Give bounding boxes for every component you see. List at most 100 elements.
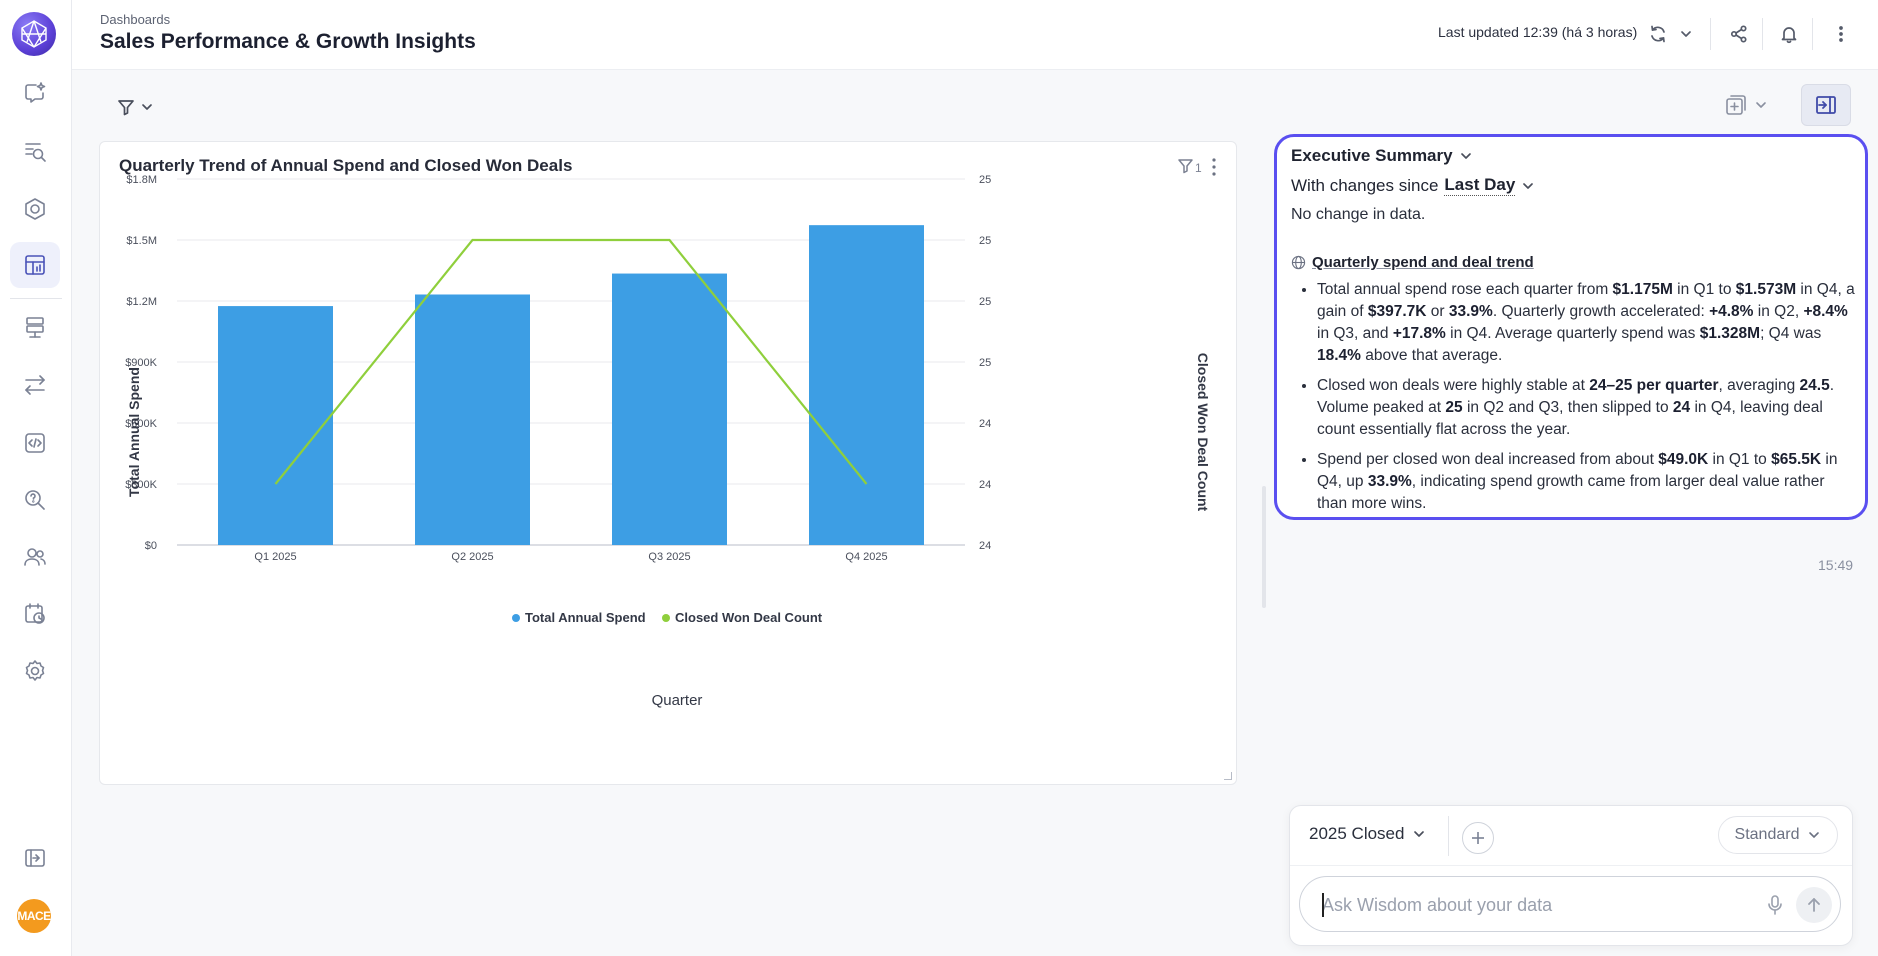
microphone-button[interactable] xyxy=(1763,891,1787,919)
ask-separator xyxy=(1290,865,1852,866)
summary-text: in Q4, leaving deal count essentially fl… xyxy=(1317,399,1823,438)
mode-dropdown[interactable]: Standard xyxy=(1718,816,1838,854)
summary-section-title[interactable]: Quarterly spend and deal trend xyxy=(1291,254,1534,271)
ask-input[interactable] xyxy=(1322,891,1742,919)
ask-input-container xyxy=(1299,876,1841,932)
send-button[interactable] xyxy=(1796,887,1832,923)
scope-dropdown[interactable]: 2025 Closed xyxy=(1309,824,1426,844)
code-icon xyxy=(25,433,45,453)
y-tick-label: $1.5M xyxy=(126,235,157,247)
chart-card: Quarterly Trend of Annual Spend and Clos… xyxy=(99,141,1237,785)
chart-resize-handle[interactable] xyxy=(1224,772,1232,780)
chevron-down-icon xyxy=(1756,102,1766,108)
sidebar-item-settings[interactable] xyxy=(10,648,60,694)
sidebar-item-data[interactable] xyxy=(10,305,60,351)
globe-icon xyxy=(1291,255,1306,270)
users-icon xyxy=(24,548,46,566)
summary-text: Closed won deals were highly stable at xyxy=(1317,377,1590,394)
y-axis-left-label: Total Annual Spend xyxy=(126,367,142,497)
summary-highlight: 24.5 xyxy=(1799,377,1830,394)
summary-text: in Q1 to xyxy=(1708,451,1772,468)
bar-q1-2025 xyxy=(218,306,333,545)
chart-filter-button[interactable]: 1 xyxy=(1177,157,1202,175)
sidebar-collapse-button[interactable] xyxy=(10,835,60,881)
add-context-button[interactable] xyxy=(1462,822,1494,854)
y-right-tick-label: 25 xyxy=(979,357,991,369)
ask-panel: 2025 Closed Standard xyxy=(1289,805,1853,946)
legend-marker xyxy=(512,614,520,622)
summary-highlight: +8.4% xyxy=(1803,303,1848,320)
search-help-icon xyxy=(25,490,45,510)
y-right-tick-label: 25 xyxy=(979,235,991,247)
more-options-button[interactable] xyxy=(1828,21,1854,47)
more-vertical-icon xyxy=(1839,26,1843,42)
logo-icon xyxy=(21,20,47,48)
chart-menu-icon[interactable] xyxy=(1208,156,1220,178)
scroll-handle[interactable] xyxy=(1262,486,1266,608)
summary-panel-toggle[interactable] xyxy=(1801,84,1851,126)
sidebar-item-models[interactable] xyxy=(10,186,60,232)
app-logo[interactable] xyxy=(12,12,56,56)
chevron-down-icon xyxy=(142,104,152,110)
hexagon-icon xyxy=(25,198,45,220)
chart-title: Quarterly Trend of Annual Spend and Clos… xyxy=(119,156,573,175)
summary-text: in Q2 and Q3, then slipped to xyxy=(1462,399,1673,416)
sidebar-item-dashboards[interactable] xyxy=(10,242,60,288)
dashboard-icon xyxy=(25,255,45,275)
y-right-tick-label: 25 xyxy=(979,296,991,308)
dashboard-filter-button[interactable] xyxy=(116,94,160,120)
y-right-tick-label: 25 xyxy=(979,174,991,186)
refresh-button[interactable] xyxy=(1645,21,1671,47)
summary-heading-dropdown[interactable]: Executive Summary xyxy=(1291,146,1473,166)
sidebar-item-schedule[interactable] xyxy=(10,591,60,637)
summary-bullet: Total annual spend rose each quarter fro… xyxy=(1317,279,1857,367)
legend-item: Total Annual Spend xyxy=(525,610,646,625)
add-tile-button[interactable] xyxy=(1724,90,1774,120)
bar-q2-2025 xyxy=(415,294,530,545)
x-tick-label: Q2 2025 xyxy=(451,551,493,563)
summary-highlight: +4.8% xyxy=(1709,303,1754,320)
summary-bullets: Total annual spend rose each quarter fro… xyxy=(1317,279,1857,523)
y-tick-label: $300K xyxy=(125,479,157,491)
summary-highlight: $49.0K xyxy=(1658,451,1709,468)
x-tick-label: Q1 2025 xyxy=(254,551,296,563)
executive-summary-panel: Executive Summary With changes since Las… xyxy=(1274,134,1868,520)
summary-highlight: 33.9% xyxy=(1367,473,1412,490)
summary-highlight: $1.573M xyxy=(1735,281,1797,298)
summary-highlight: $1.328M xyxy=(1699,325,1761,342)
ask-divider xyxy=(1448,816,1449,856)
refresh-options-button[interactable] xyxy=(1673,21,1699,47)
sidebar-item-transfer[interactable] xyxy=(10,362,60,408)
y-right-tick-label: 24 xyxy=(979,418,991,430)
summary-highlight: $65.5K xyxy=(1771,451,1822,468)
sidebar-item-code[interactable] xyxy=(10,420,60,466)
header-divider xyxy=(1710,18,1711,50)
summary-text: in Q1 to xyxy=(1672,281,1736,298)
summary-highlight: 25 xyxy=(1445,399,1463,416)
microphone-icon xyxy=(1768,895,1782,915)
notifications-button[interactable] xyxy=(1776,21,1802,47)
x-tick-label: Q3 2025 xyxy=(648,551,690,563)
mode-label: Standard xyxy=(1734,826,1800,843)
y-right-tick-label: 24 xyxy=(979,479,991,491)
summary-text: in Q4. Average quarterly spend was xyxy=(1445,325,1700,342)
summary-text: , indicating spend growth came from larg… xyxy=(1317,473,1825,512)
y-axis-right-label: Closed Won Deal Count xyxy=(1195,353,1211,512)
user-avatar[interactable]: MACE xyxy=(17,899,51,933)
summary-highlight: 33.9% xyxy=(1448,303,1493,320)
sidebar-item-users[interactable] xyxy=(10,534,60,580)
changes-period-dropdown[interactable]: Last Day xyxy=(1444,175,1516,196)
y-tick-label: $900K xyxy=(125,357,157,369)
bell-icon xyxy=(1781,27,1797,44)
sidebar-item-search-help[interactable] xyxy=(10,477,60,523)
y-tick-label: $600K xyxy=(125,418,157,430)
x-axis-label: Quarter xyxy=(652,692,703,709)
summary-highlight: $397.7K xyxy=(1367,303,1427,320)
sidebar: MACE xyxy=(0,0,72,956)
sidebar-item-chat[interactable] xyxy=(10,70,60,116)
page-header: Dashboards Sales Performance & Growth In… xyxy=(72,0,1878,70)
share-button[interactable] xyxy=(1726,21,1752,47)
summary-text: in Q3, and xyxy=(1317,325,1393,342)
sidebar-item-search-list[interactable] xyxy=(10,128,60,174)
breadcrumb[interactable]: Dashboards xyxy=(100,12,171,27)
